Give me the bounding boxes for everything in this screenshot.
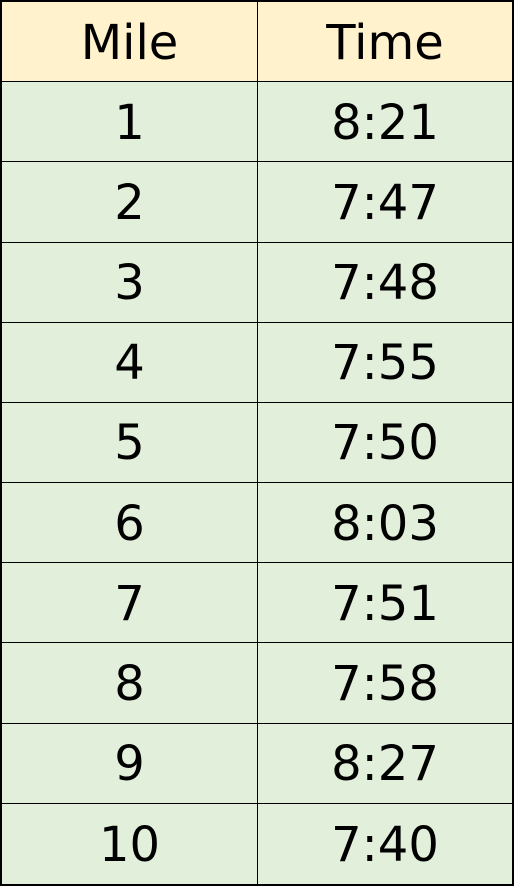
mile-cell: 3: [2, 242, 258, 323]
mile-cell: 10: [2, 803, 258, 884]
time-cell: 7:50: [258, 402, 512, 484]
time-cell: 7:47: [258, 162, 512, 243]
column-header-time: Time: [258, 2, 512, 83]
mile-cell: 7: [2, 563, 258, 644]
mile-cell: 4: [2, 322, 258, 403]
column-header-mile: Mile: [2, 2, 258, 83]
time-cell: 7:40: [258, 803, 512, 884]
mile-cell: 5: [2, 402, 258, 484]
mile-cell: 8: [2, 643, 258, 724]
mile-cell: 6: [2, 483, 258, 564]
time-cell: 7:48: [258, 242, 512, 323]
time-cell: 8:03: [258, 483, 512, 564]
time-cell: 8:27: [258, 723, 512, 804]
time-cell: 8:21: [258, 82, 512, 163]
time-cell: 7:55: [258, 322, 512, 403]
time-cell: 7:58: [258, 643, 512, 724]
mile-cell: 1: [2, 82, 258, 163]
mile-cell: 9: [2, 723, 258, 804]
mile-cell: 2: [2, 162, 258, 243]
time-cell: 7:51: [258, 563, 512, 644]
